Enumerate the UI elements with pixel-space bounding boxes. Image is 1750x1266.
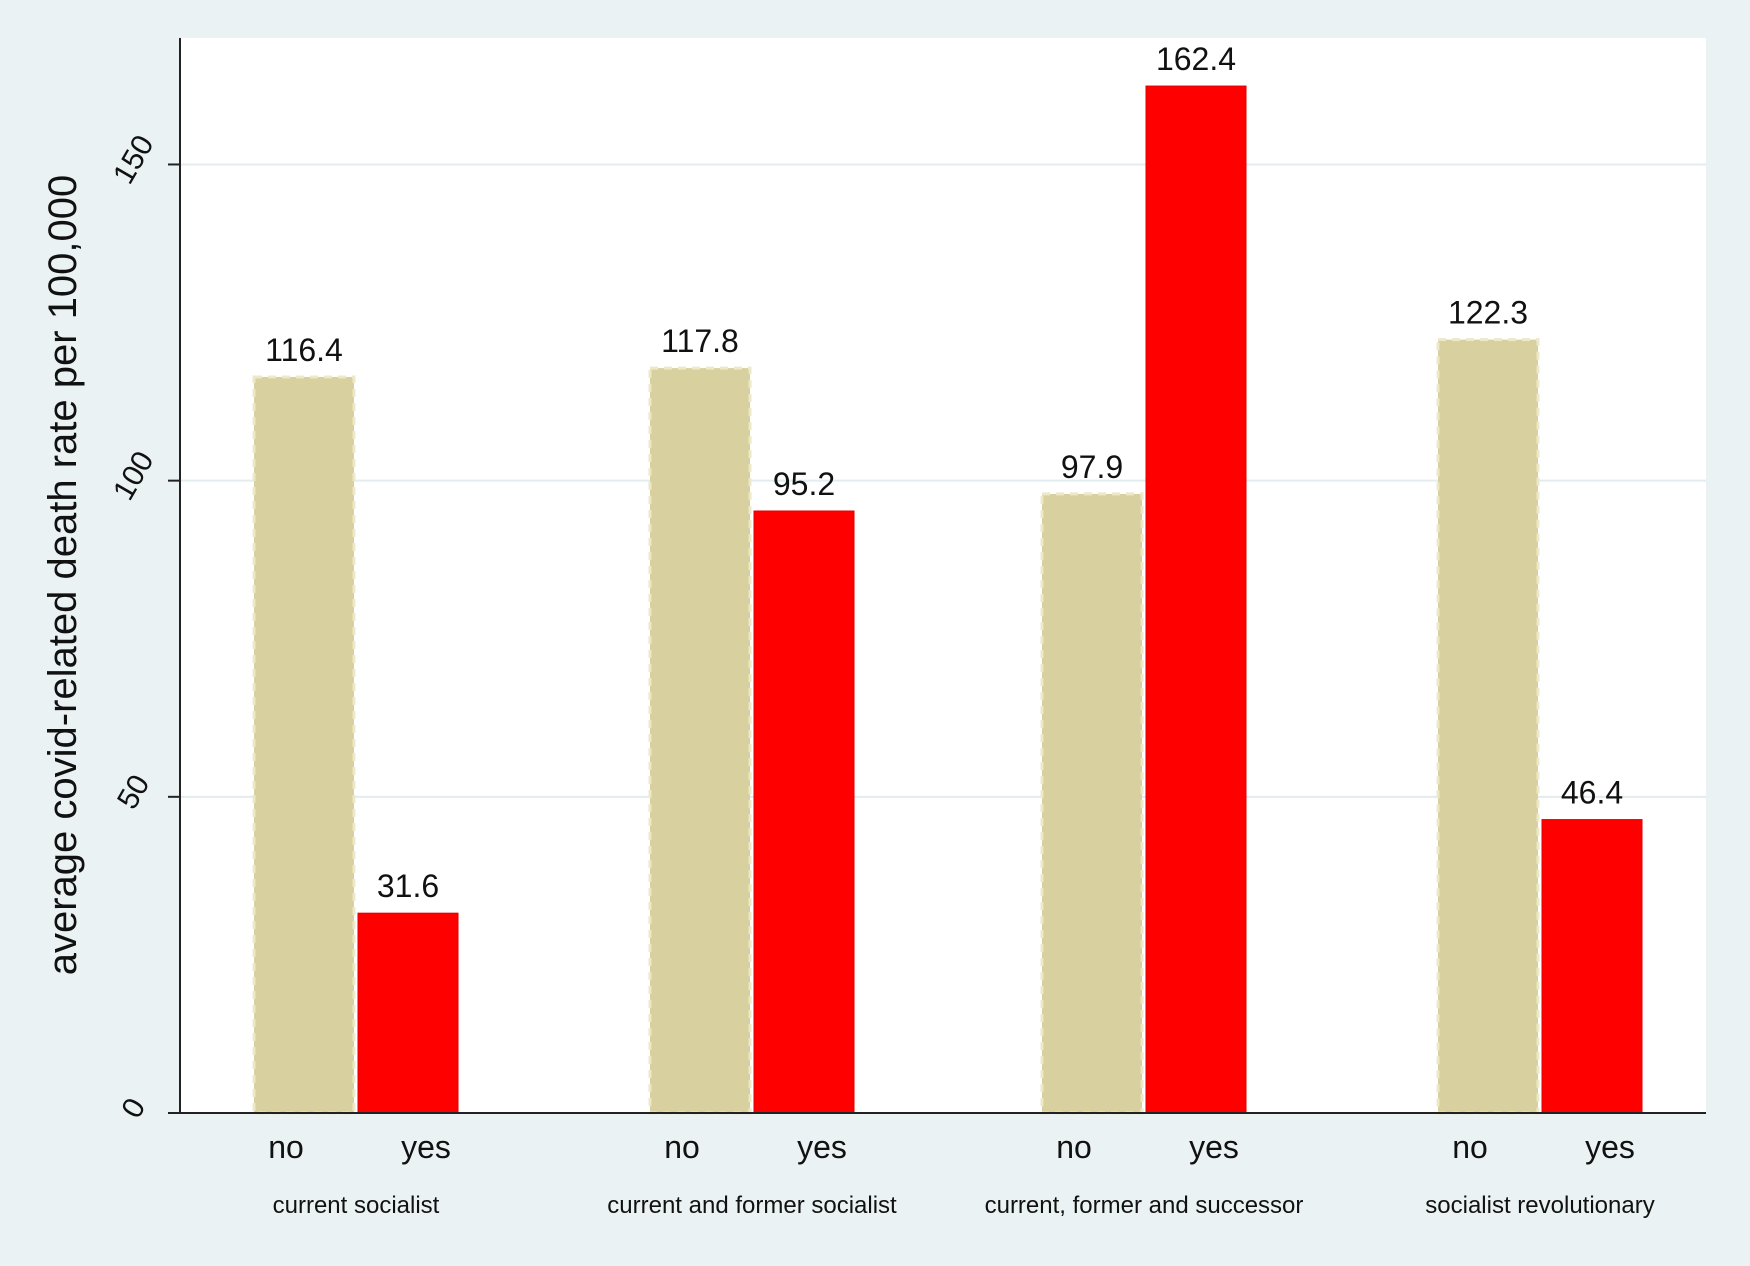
- x-category-label: yes: [1585, 1129, 1635, 1165]
- data-label: 116.4: [265, 332, 343, 368]
- bar-yes: [1541, 819, 1643, 1114]
- x-group-label: current, former and successor: [985, 1192, 1304, 1219]
- y-axis-title: average covid-related death rate per 100…: [41, 175, 85, 976]
- y-tick-label: 50: [111, 769, 156, 814]
- bar-no: [1436, 338, 1540, 1115]
- data-label: 162.4: [1156, 41, 1236, 77]
- bar-no: [648, 366, 752, 1115]
- y-tick-label: 0: [115, 1093, 152, 1124]
- data-label: 46.4: [1561, 775, 1623, 811]
- bar-yes: [357, 912, 459, 1114]
- x-group-label: socialist revolutionary: [1425, 1192, 1654, 1219]
- data-label: 31.6: [377, 868, 439, 904]
- y-tick-label: 100: [107, 446, 161, 506]
- bar-no: [1040, 492, 1144, 1115]
- bar-yes: [1145, 85, 1247, 1114]
- data-label: 122.3: [1448, 295, 1528, 331]
- bar-no: [252, 375, 356, 1115]
- data-label: 117.8: [661, 323, 739, 359]
- x-category-label: yes: [797, 1129, 847, 1165]
- x-group-label: current socialist: [273, 1192, 440, 1219]
- x-category-label: no: [1056, 1129, 1092, 1165]
- x-group-label: current and former socialist: [607, 1192, 897, 1219]
- data-label: 95.2: [773, 466, 835, 502]
- data-labels: 116.4 31.6 117.8 95.2 97.9 162.4 122.3 46.4: [265, 41, 1623, 904]
- x-category-label: yes: [1189, 1129, 1239, 1165]
- bars: [252, 85, 1643, 1115]
- bar-yes: [753, 510, 855, 1114]
- x-category-label: no: [1452, 1129, 1488, 1165]
- data-label: 97.9: [1061, 449, 1123, 485]
- x-category-label: no: [664, 1129, 700, 1165]
- x-category-label: no: [268, 1129, 304, 1165]
- y-tick-label: 150: [107, 130, 161, 190]
- x-category-label: yes: [401, 1129, 451, 1165]
